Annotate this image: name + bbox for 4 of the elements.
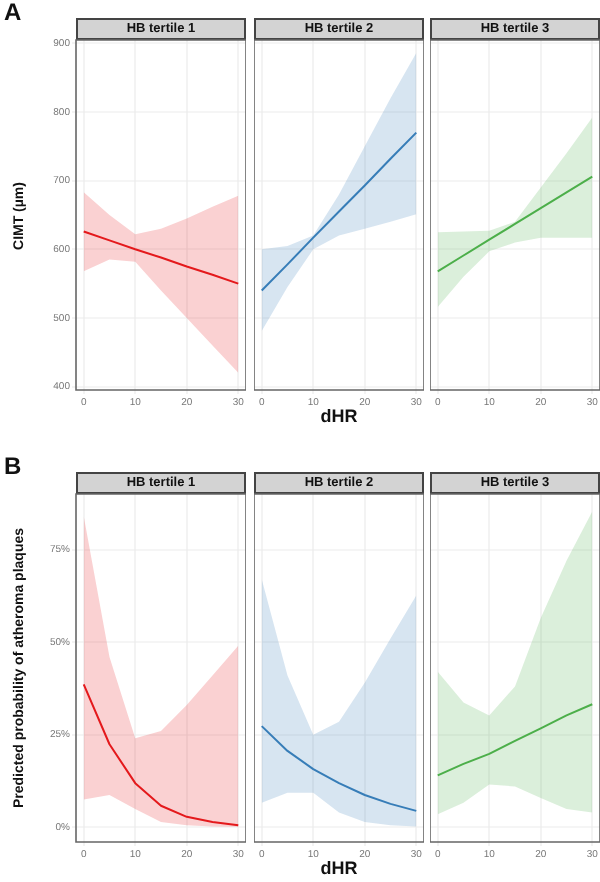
- text: A: [4, 0, 22, 26]
- text: B: [4, 452, 22, 480]
- x-axis-title: dHR: [318, 406, 360, 426]
- x-axis-title: dHR: [318, 858, 360, 878]
